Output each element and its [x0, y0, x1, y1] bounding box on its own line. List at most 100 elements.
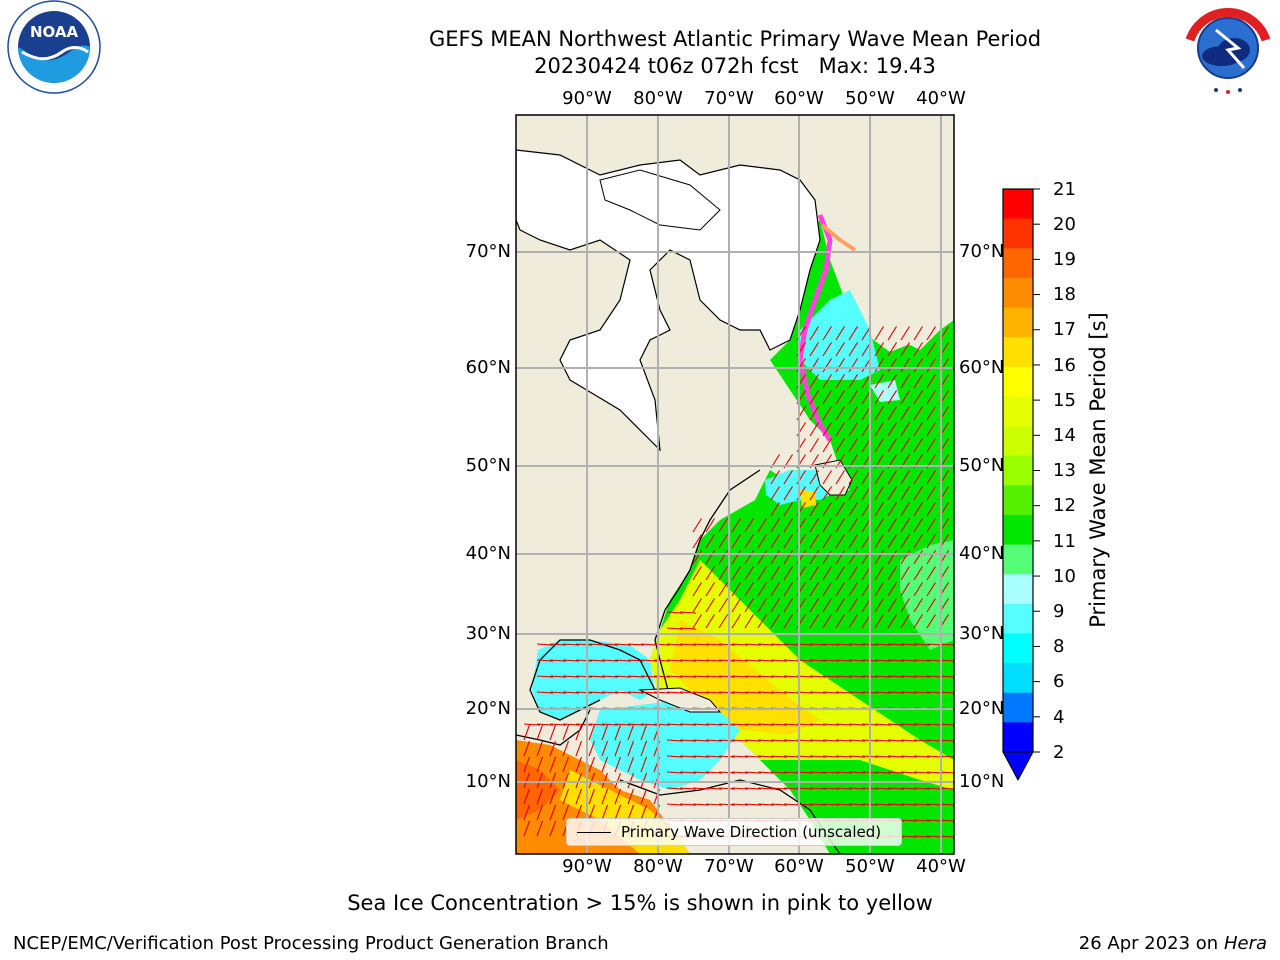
wave-direction-arrow — [731, 614, 741, 629]
ice-edge-orange — [820, 223, 857, 252]
wave-direction-arrow — [731, 723, 749, 726]
wave-direction-arrow — [874, 342, 884, 357]
wave-direction-arrow — [848, 598, 858, 613]
lat-tick-left-20n: 20°N — [465, 698, 511, 719]
wave-direction-arrow — [822, 659, 840, 662]
wave-direction-arrow — [614, 723, 632, 726]
wave-direction-arrow — [783, 550, 793, 565]
wave-direction-arrow — [718, 614, 728, 629]
wave-direction-arrow — [874, 534, 884, 549]
wave-direction-arrow — [640, 740, 648, 757]
wave-direction-arrow — [900, 675, 918, 678]
wave-direction-arrow — [835, 566, 845, 581]
wave-direction-arrow — [822, 518, 832, 533]
wave-direction-arrow — [874, 470, 884, 485]
wave-direction-arrow — [744, 659, 762, 662]
wave-direction-arrow — [887, 326, 897, 341]
wave-direction-arrow — [562, 724, 570, 741]
colorbar-segment — [1003, 248, 1033, 279]
wave-direction-arrow — [809, 739, 827, 742]
wave-direction-arrow — [770, 566, 780, 581]
wave-direction-arrow — [718, 582, 728, 597]
lat-tick-right-40n: 40°N — [959, 543, 1005, 564]
wave-direction-arrow — [900, 835, 918, 838]
wave-direction-arrow — [835, 470, 845, 485]
wave-direction-arrow — [913, 390, 923, 405]
wave-direction-arrow — [835, 723, 853, 726]
wave-direction-arrow — [783, 614, 793, 629]
wave-direction-arrow — [809, 598, 819, 613]
wave-direction-arrow — [692, 518, 702, 533]
wave-direction-arrow — [848, 566, 858, 581]
wave-direction-arrow — [588, 804, 596, 821]
wave-direction-arrow — [757, 534, 767, 549]
wave-direction-arrow — [731, 691, 749, 694]
wave-direction-arrow — [783, 755, 801, 758]
wave-direction-arrow — [913, 659, 931, 662]
wave-direction-arrow — [835, 518, 845, 533]
wave-direction-arrow — [640, 675, 658, 678]
colorbar-segment — [1003, 485, 1033, 516]
wave-direction-arrow — [809, 550, 819, 565]
wave-direction-arrow — [809, 326, 819, 341]
wave-direction-arrow — [601, 740, 609, 757]
wave-direction-arrow — [874, 755, 892, 758]
wave-direction-arrow — [809, 803, 827, 806]
noaa-logo: NOAA — [2, 0, 106, 96]
wave-direction-arrow — [523, 772, 531, 789]
wave-direction-arrow — [705, 755, 723, 758]
wave-direction-arrow — [913, 374, 923, 389]
colorbar-segment — [1003, 663, 1033, 694]
wave-direction-arrow — [783, 470, 793, 485]
legend-line-sample — [577, 831, 611, 833]
wave-direction-arrow — [809, 675, 827, 678]
wave-direction-arrow — [653, 723, 671, 726]
wave-direction-arrow — [549, 804, 557, 821]
wave-direction-arrow — [822, 390, 832, 405]
wave-direction-arrow — [913, 755, 931, 758]
wave-direction-arrow — [913, 406, 923, 421]
wave-direction-arrow — [588, 675, 606, 678]
wave-direction-arrow — [809, 643, 827, 646]
wave-direction-arrow — [887, 502, 897, 517]
wave-direction-arrow — [900, 582, 910, 597]
wave-direction-arrow — [887, 374, 897, 389]
wave-direction-arrow — [822, 803, 840, 806]
wave-direction-arrow — [848, 390, 858, 405]
wave-direction-arrow — [900, 598, 910, 613]
wave-direction-arrow — [640, 772, 648, 789]
wave-direction-arrow — [887, 787, 905, 790]
wave-direction-arrow — [835, 675, 853, 678]
wave-direction-arrow — [536, 740, 544, 757]
wave-direction-arrow — [848, 691, 866, 694]
lat-tick-left-30n: 30°N — [465, 623, 511, 644]
wave-direction-arrow — [809, 486, 819, 501]
wave-direction-arrow — [666, 659, 684, 662]
wave-direction-arrow — [705, 675, 723, 678]
wave-direction-arrow — [835, 438, 845, 453]
wave-direction-arrow — [887, 803, 905, 806]
wave-direction-arrow — [718, 534, 728, 549]
footer-host: Hera — [1223, 933, 1267, 954]
wave-direction-arrow — [926, 342, 936, 357]
wave-direction-arrow — [887, 755, 905, 758]
wave-direction-arrow — [887, 390, 897, 405]
lat-tick-left-60n: 60°N — [465, 357, 511, 378]
wave-direction-arrow — [900, 550, 910, 565]
wave-direction-arrow — [536, 643, 554, 646]
wave-direction-arrow — [887, 771, 905, 774]
wave-direction-arrow — [926, 566, 936, 581]
wave-direction-arrow — [705, 550, 715, 565]
wave-direction-arrow — [913, 787, 931, 790]
wave-direction-arrow — [536, 675, 554, 678]
wave-direction-arrow — [692, 534, 702, 549]
ice-edge-pink — [797, 214, 833, 442]
wave-direction-arrow — [705, 723, 723, 726]
wave-direction-arrow — [627, 804, 635, 821]
wave-direction-arrow — [744, 598, 754, 613]
wave-direction-arrow — [575, 772, 583, 789]
lat-tick-right-30n: 30°N — [959, 623, 1005, 644]
lat-tick-right-60n: 60°N — [959, 357, 1005, 378]
wave-direction-arrow — [874, 550, 884, 565]
colorbar-segment — [1003, 189, 1033, 220]
